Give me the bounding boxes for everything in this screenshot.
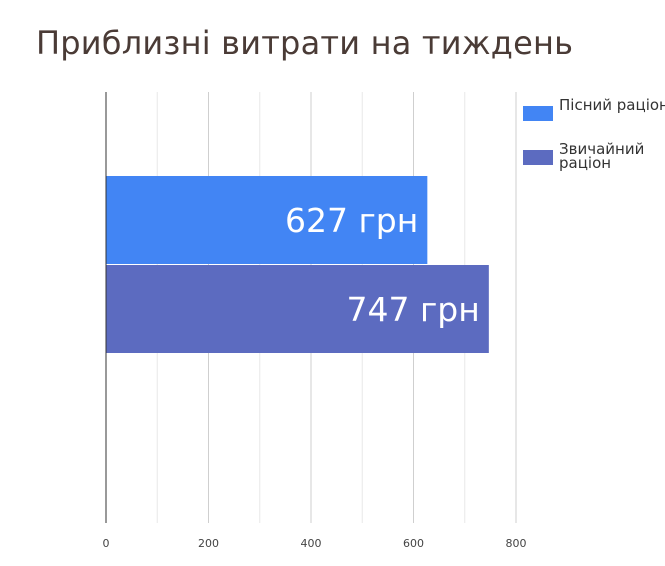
x-tick-label-200: 200 bbox=[198, 537, 219, 550]
x-tick-label-400: 400 bbox=[301, 537, 322, 550]
bar-regular bbox=[106, 265, 489, 353]
legend-label-lean: Пісний раціон bbox=[559, 96, 665, 114]
legend-swatch-regular bbox=[523, 150, 553, 165]
bar-labels: 627 грн 747 грн bbox=[285, 201, 480, 329]
x-tick-labels: 0 200 400 600 800 bbox=[103, 537, 527, 550]
legend-label-regular: Звичайний раціон bbox=[559, 140, 645, 172]
x-tick-label-800: 800 bbox=[506, 537, 527, 550]
bar-lean bbox=[106, 176, 428, 264]
chart-title: Приблизні витрати на тиждень bbox=[36, 24, 574, 62]
x-tick-label-0: 0 bbox=[103, 537, 110, 550]
bar-label-lean: 627 грн bbox=[285, 201, 418, 240]
legend-swatch-lean bbox=[523, 106, 553, 121]
x-tick-label-600: 600 bbox=[403, 537, 424, 550]
bar-label-regular: 747 грн bbox=[346, 290, 479, 329]
bars bbox=[106, 176, 489, 353]
